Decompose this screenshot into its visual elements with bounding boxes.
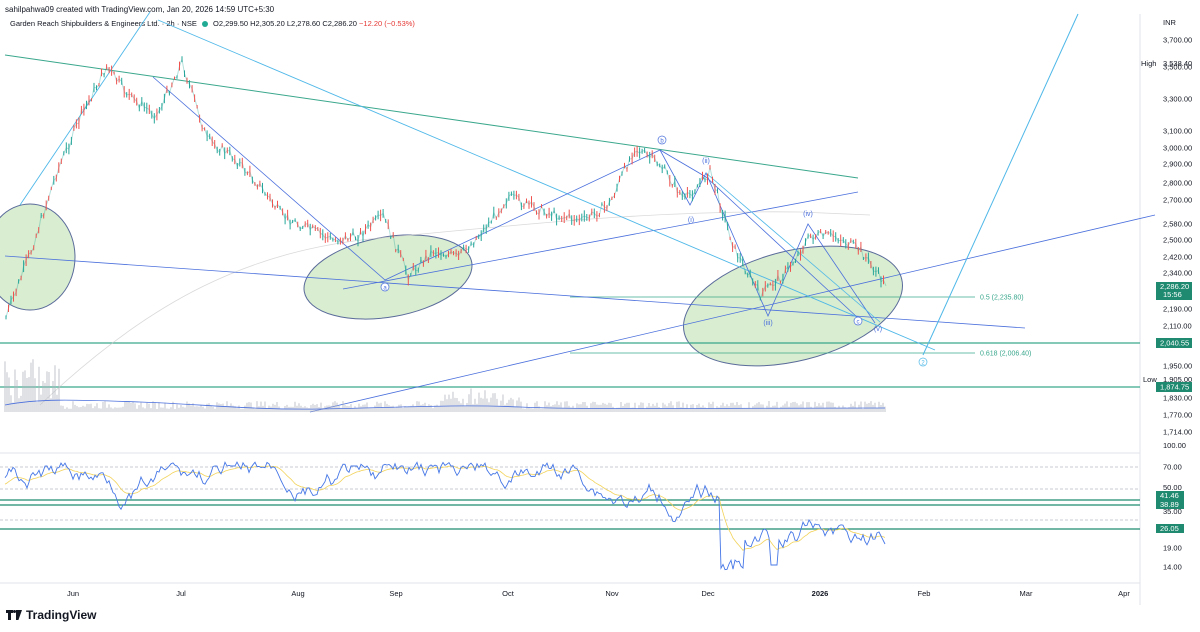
high-value: H2,305.20 [250,19,285,28]
time-label: Feb [918,589,931,598]
rsi-tag-3-value: 26.05 [1160,524,1179,533]
time-label: Aug [291,589,304,598]
level-2040-tag [1156,338,1192,348]
wave-iii-label: (iii) [763,320,772,327]
symbol-name: Garden Reach Shipbuilders & Engineers Lt… [10,19,160,28]
wave-v-label: (v) [874,326,882,333]
currency-label: INR [1163,18,1177,27]
level-2040-value: 2,040.55 [1160,339,1189,348]
time-label: Oct [502,589,515,598]
rsi-tag-2 [1156,500,1184,509]
volume-ma-line [4,399,886,410]
high-label: High [1141,59,1156,68]
wave-labels[interactable]: a b c 2 (i) (ii) (iii) (iv) (v) [380,135,928,367]
rsi-tick-19: 19.00 [1163,544,1182,553]
rsi-line[interactable] [4,461,886,571]
price-tick: 2,190.00 [1163,305,1192,314]
price-tick: 3,300.00 [1163,95,1192,104]
price-tick: 2,500.00 [1163,236,1192,245]
candles [5,56,884,320]
time-label: Sep [389,589,402,598]
price-tick: 2,340.00 [1163,269,1192,278]
rsi-tag-1 [1156,491,1184,500]
rsi-tag-1-value: 41.46 [1160,491,1179,500]
time-label: Jun [67,589,79,598]
ellipse-zone-2[interactable] [297,223,478,331]
price-tick: 1,770.00 [1163,411,1192,420]
price-tick: 3,700.00 [1163,36,1192,45]
wave-b-label: b [660,139,664,145]
high-value: 3,538.40 [1163,59,1192,68]
time-label: Jul [176,589,186,598]
price-axis-ticks: 3,700.00 3,500.00 3,300.00 3,100.00 3,000.00… [1163,36,1192,437]
rsi-tag-3 [1156,524,1184,533]
time-axis-labels: Jun Jul Aug Sep Oct Nov Dec 2026 Feb Mar Apr [67,589,1130,598]
wave-i-label: (i) [688,217,694,224]
time-label: Mar [1020,589,1033,598]
tradingview-logo-icon [6,610,22,620]
time-label: Apr [1118,589,1130,598]
price-tick: 2,110.00 [1163,322,1192,331]
wave-2-marker [918,357,928,367]
low-value: L2,278.60 [286,19,321,28]
rsi-ma-line [4,465,886,551]
fib-05-label: 0.5 (2,235.80) [980,295,1024,302]
volume-axis-tick: 100.00 [1163,441,1186,450]
wave-ii-label: (ii) [702,158,710,165]
rsi-tick-50: 50.00 [1163,483,1182,492]
tradingview-brand[interactable]: TradingView [6,608,96,622]
level-1874-tag [1156,382,1192,392]
time-label: 2026 [812,589,829,598]
wave-a-marker [380,282,390,292]
wave-2-label: 2 [921,361,925,367]
chart-credit: sahilpahwa09 created with TradingView.co… [5,5,275,14]
interval: 2h [166,19,175,28]
volume-bars [4,359,886,412]
change-value: −12.20 (−0.53%) [359,19,415,28]
price-tick: 1,830.00 [1163,394,1192,403]
price-tick: 1,950.00 [1163,362,1192,371]
price-tick: 2,900.00 [1163,160,1192,169]
price-tick: 2,420.00 [1163,253,1192,262]
brand-name: TradingView [26,608,97,622]
market-status-icon [201,21,208,27]
trend-lines[interactable] [4,11,1156,413]
time-label: Nov [605,589,619,598]
ellipse-zone-1[interactable] [0,203,76,311]
price-tick: 1,714.00 [1163,428,1192,437]
low-value: 1,905.00 [1163,375,1192,384]
rsi-tick-14: 14.00 [1163,563,1182,572]
exchange: NSE [181,19,197,28]
price-tick: 3,500.00 [1163,63,1192,72]
moving-average-line [39,211,871,406]
price-tick: 3,100.00 [1163,127,1192,136]
rsi-tag-2-value: 38.89 [1160,500,1179,509]
low-label: Low [1143,375,1157,384]
current-price: 2,286.20 [1160,282,1189,291]
rsi-tick-35: 35.00 [1163,507,1182,516]
price-tick: 2,580.00 [1163,220,1192,229]
open-value: O2,299.50 [213,19,249,28]
symbol-legend[interactable]: Garden Reach Shipbuilders & Engineers Lt… [10,19,415,28]
wave-c-label: c [857,320,860,326]
time-label: Dec [701,589,715,598]
bar-countdown: 15:56 [1163,290,1182,299]
current-price-tag [1156,282,1192,300]
rsi-tick-70: 70.00 [1163,463,1182,472]
wave-c-marker [853,316,863,326]
wave-a-label: a [383,286,387,292]
close-value: C2,286.20 [322,19,357,28]
price-tick: 2,800.00 [1163,179,1192,188]
wave-iv-label: (iv) [803,211,813,218]
wave-b-marker [657,135,667,145]
price-tick: 3,000.00 [1163,144,1192,153]
fib-0618-label: 0.618 (2,006.40) [980,351,1031,358]
level-1874-value: 1,874.75 [1160,383,1189,392]
ellipse-zone-3[interactable] [671,226,915,387]
price-tick: 2,700.00 [1163,196,1192,205]
